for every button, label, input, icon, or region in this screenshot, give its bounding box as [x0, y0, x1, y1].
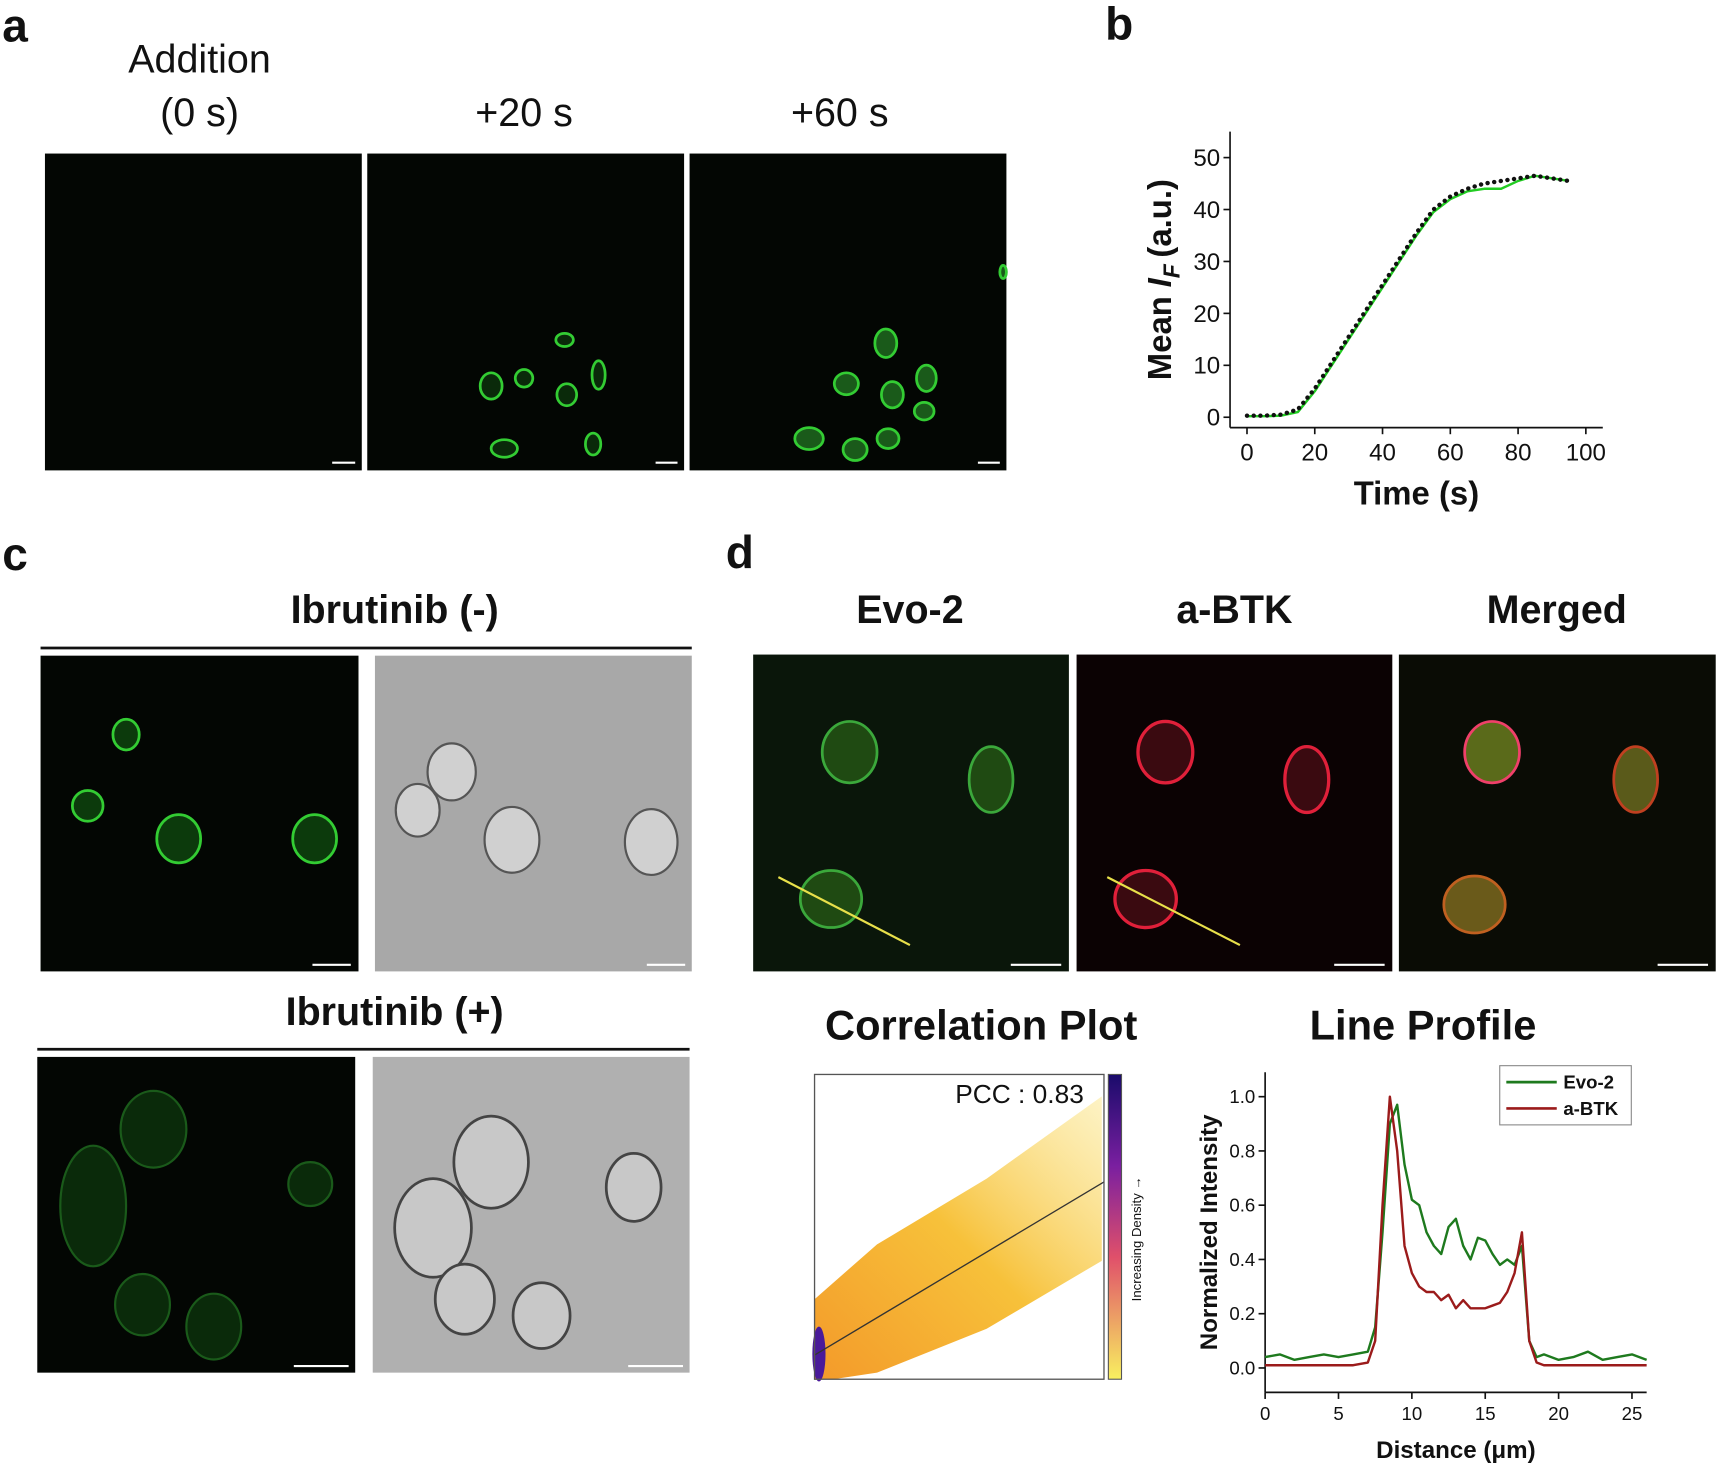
- image-title: +20 s: [475, 91, 573, 135]
- y-axis-label: Normalized Intensity: [1196, 1114, 1223, 1350]
- x-tick-label: 0: [1260, 1403, 1270, 1424]
- micrograph: [1076, 654, 1393, 972]
- legend-box: [1499, 1065, 1632, 1126]
- x-tick-label: 80: [1505, 440, 1532, 467]
- micrograph: [40, 655, 359, 972]
- image-title: Merged: [1487, 588, 1627, 632]
- x-tick-label: 10: [1402, 1403, 1423, 1424]
- y-tick-label: 0.2: [1229, 1303, 1255, 1324]
- image-title: +60 s: [791, 91, 889, 135]
- x-tick-label: 40: [1369, 440, 1396, 467]
- micrograph: [374, 655, 692, 972]
- image-title: Addition: [128, 37, 271, 81]
- chart-title: Line Profile: [1310, 1001, 1537, 1048]
- x-tick-label: 15: [1475, 1403, 1496, 1424]
- micrograph: [1398, 654, 1716, 972]
- image-title: (0 s): [160, 91, 239, 135]
- y-tick-label: 0.6: [1229, 1195, 1255, 1216]
- y-tick-label: 0.4: [1229, 1249, 1255, 1270]
- micrograph: [753, 654, 1069, 972]
- micrograph: [37, 1056, 356, 1373]
- x-tick-label: 0: [1240, 440, 1253, 467]
- series-line: [1246, 174, 1570, 418]
- image-title: Ibrutinib (-): [291, 588, 499, 632]
- y-axis-label-part: F: [1159, 263, 1185, 278]
- image-title: Ibrutinib (+): [286, 990, 504, 1034]
- panel-label: a: [2, 0, 28, 52]
- legend-label: Evo-2: [1563, 1072, 1614, 1093]
- micrograph: [689, 153, 1008, 471]
- x-axis-label: Distance (μm): [1376, 1437, 1535, 1464]
- plot-title: Correlation Plot: [825, 1001, 1137, 1048]
- y-axis-label: Mean IF (a.u.): [1141, 179, 1185, 380]
- y-axis-label-part: Mean: [1141, 296, 1178, 380]
- y-tick-label: 0: [1207, 405, 1220, 432]
- x-tick-label: 20: [1301, 440, 1328, 467]
- y-tick-label: 50: [1193, 145, 1220, 172]
- series-line: [1265, 1095, 1647, 1367]
- annotation: PCC : 0.83: [955, 1079, 1084, 1109]
- panel-label: c: [2, 528, 28, 580]
- micrograph: [44, 153, 362, 471]
- micrograph: [367, 153, 685, 471]
- series-line: [1264, 1103, 1648, 1362]
- correlation-plot: [812, 1073, 1123, 1382]
- series-line: [1244, 173, 1572, 418]
- image-title: a-BTK: [1176, 588, 1293, 632]
- y-tick-label: 1.0: [1229, 1086, 1255, 1107]
- image-title: Evo-2: [856, 588, 963, 632]
- y-tick-label: 20: [1193, 301, 1220, 328]
- x-axis-label: Time (s): [1354, 474, 1479, 511]
- x-tick-label: 100: [1566, 440, 1606, 467]
- y-tick-label: 10: [1193, 353, 1220, 380]
- legend-label: a-BTK: [1563, 1098, 1618, 1119]
- y-axis-label-part: I: [1141, 277, 1178, 287]
- panel-label: d: [726, 526, 754, 578]
- x-tick-label: 20: [1548, 1403, 1569, 1424]
- panel-label: b: [1105, 0, 1133, 50]
- micrograph: [372, 1056, 690, 1373]
- x-tick-label: 60: [1437, 440, 1464, 467]
- y-tick-label: 40: [1193, 197, 1220, 224]
- y-axis-label-part: (a.u.): [1141, 179, 1178, 258]
- colorbar-label: Increasing Density →: [1129, 1176, 1144, 1301]
- x-tick-label: 25: [1622, 1403, 1643, 1424]
- y-tick-label: 30: [1193, 249, 1220, 276]
- y-tick-label: 0.0: [1229, 1357, 1255, 1378]
- y-tick-label: 0.8: [1229, 1140, 1255, 1161]
- x-tick-label: 5: [1333, 1403, 1343, 1424]
